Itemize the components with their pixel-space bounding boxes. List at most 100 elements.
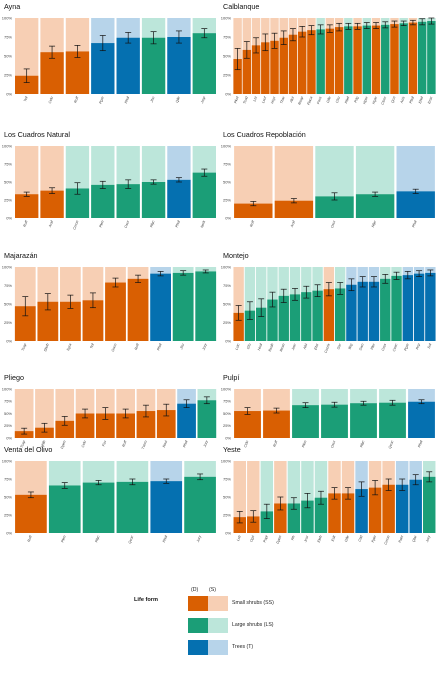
bar xyxy=(427,21,436,94)
category-label: Hsyr xyxy=(270,95,277,104)
bar xyxy=(263,410,290,438)
category-label: Qile xyxy=(175,96,181,103)
bar xyxy=(353,26,362,94)
category-label: Jcor xyxy=(303,534,310,543)
bar xyxy=(260,511,274,533)
bar xyxy=(197,400,217,438)
bar xyxy=(423,476,436,533)
bar xyxy=(399,23,408,94)
bar xyxy=(234,203,273,218)
bar xyxy=(14,431,34,438)
bar xyxy=(350,403,377,438)
bar xyxy=(15,194,39,218)
bar xyxy=(396,191,435,218)
bar xyxy=(380,278,391,341)
y-tick-label: 25% xyxy=(4,320,12,325)
y-tick-label: 25% xyxy=(223,197,231,202)
category-label: Roff xyxy=(27,534,33,543)
category-label: Pcp xyxy=(415,343,421,350)
bar xyxy=(409,479,422,533)
bar xyxy=(312,290,323,341)
y-tick-label: 100% xyxy=(2,386,13,391)
y-tick-label: 25% xyxy=(223,512,231,517)
bar xyxy=(156,410,176,438)
category-label: Hhlb xyxy=(40,440,46,448)
category-label: Qcoc xyxy=(128,535,135,544)
category-label: Phal xyxy=(156,343,162,351)
category-label: Jory xyxy=(196,535,202,544)
bar xyxy=(15,494,47,533)
category-label: Jory xyxy=(202,440,208,449)
category-label: Tcil xyxy=(23,96,29,102)
bar xyxy=(355,194,395,218)
category-label: Nerk xyxy=(200,220,206,229)
y-tick-label: 25% xyxy=(4,512,12,517)
bar xyxy=(82,482,115,533)
panel-1: Calblanque 0% 25% 50% 75% 100% Pkul Tcod Ltri Lsu… xyxy=(221,2,436,106)
category-label: Roff xyxy=(134,342,140,351)
category-label: Pbel xyxy=(344,96,350,104)
panel-6: Pliego 0% 25% 50% 75% 100% Tcap Hhlb Dpen Cclu Fav… xyxy=(2,373,217,450)
bar xyxy=(391,275,402,341)
category-label: Rlyc xyxy=(94,535,100,543)
category-label: Rlyc xyxy=(149,220,155,228)
category-label: Plen xyxy=(301,440,307,448)
category-label: Jory xyxy=(201,343,207,352)
bar xyxy=(150,273,171,341)
y-tick-label: 100% xyxy=(221,458,232,463)
bar xyxy=(328,493,341,533)
category-label: Phal xyxy=(124,96,130,104)
category-label: Osur xyxy=(330,219,337,228)
category-label: Phal xyxy=(182,440,188,448)
bar xyxy=(323,289,335,341)
category-label: Ccec xyxy=(392,343,399,352)
category-label: Pkul xyxy=(233,96,239,104)
bar xyxy=(251,45,261,94)
category-label: Roff xyxy=(73,95,79,104)
category-label: Swo xyxy=(358,343,364,351)
category-label: Cclu xyxy=(81,440,87,448)
bar xyxy=(292,405,319,438)
y-tick-label: 0% xyxy=(225,530,231,535)
panel-title: Yeste xyxy=(223,445,241,454)
bar xyxy=(65,188,90,218)
panel-title: Montejo xyxy=(223,251,249,260)
y-tick-label: 0% xyxy=(225,215,231,220)
panel-4: Majarazán 0% 25% 50% 75% 100% Tcap Sbub Sgra Tcil… xyxy=(2,251,217,352)
bar xyxy=(267,299,278,341)
y-tick-label: 75% xyxy=(4,34,12,39)
panel-title: Pliego xyxy=(4,373,24,382)
category-label: Foss xyxy=(316,96,322,105)
category-label: Ileg xyxy=(348,343,354,350)
category-label: Paet xyxy=(398,534,405,543)
y-tick-label: 75% xyxy=(223,283,231,288)
bar xyxy=(425,272,436,341)
bar xyxy=(234,411,261,438)
bar xyxy=(116,37,140,94)
category-label: Thar xyxy=(279,95,286,104)
category-label: Cfru xyxy=(335,96,341,104)
category-label: Tcil xyxy=(89,343,95,349)
y-tick-label: 50% xyxy=(4,53,12,58)
bar xyxy=(116,481,149,533)
y-tick-label: 50% xyxy=(223,411,231,416)
category-label: Ssc xyxy=(336,343,342,350)
category-label: Roff xyxy=(122,439,128,448)
bar xyxy=(91,43,115,94)
category-label: Sbub xyxy=(43,343,50,352)
category-label: Rlyc xyxy=(371,220,377,228)
bar xyxy=(192,33,216,94)
bar xyxy=(357,281,368,341)
bar-background xyxy=(14,389,34,438)
bar xyxy=(48,485,81,533)
y-tick-label: 50% xyxy=(223,53,231,58)
y-tick-label: 50% xyxy=(4,301,12,306)
y-tick-label: 25% xyxy=(223,423,231,428)
category-label: Phal xyxy=(411,220,417,228)
category-label: Avyl xyxy=(48,220,54,229)
bar-background xyxy=(233,461,246,533)
panel-9: Yeste 0% 25% 50% 75% 100% Lsti Ogri Papi Dpen Rfr J… xyxy=(221,445,436,545)
y-tick-label: 25% xyxy=(223,320,231,325)
category-label: Fav xyxy=(101,440,107,447)
bar xyxy=(382,484,395,533)
